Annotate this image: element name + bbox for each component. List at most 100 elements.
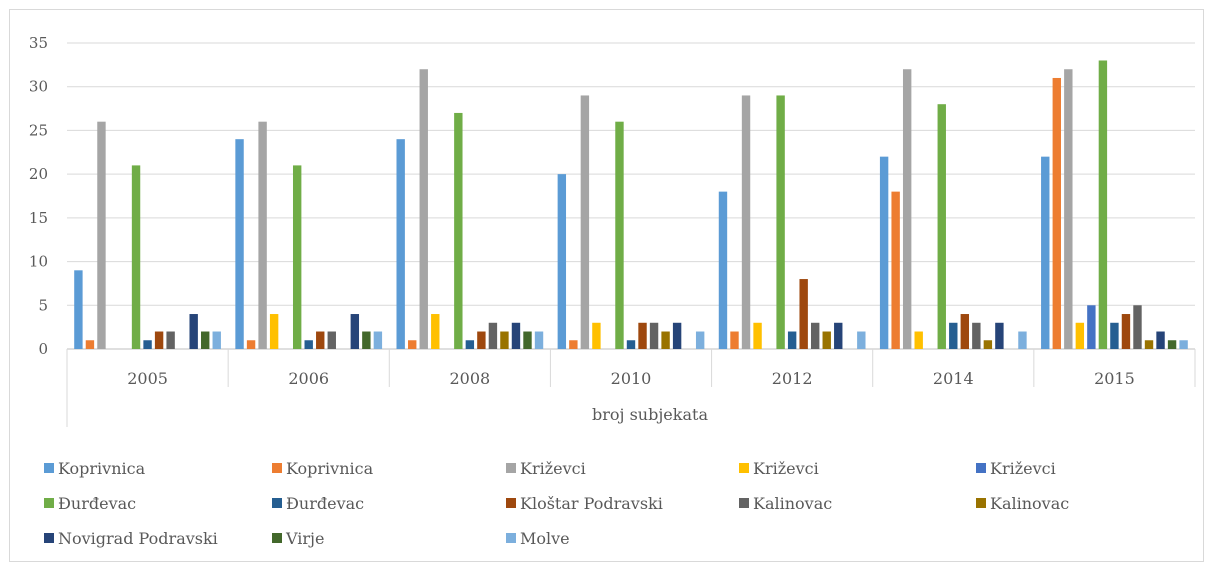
legend-swatch bbox=[272, 498, 282, 508]
legend-label: Đurđevac bbox=[58, 494, 136, 513]
bar bbox=[431, 314, 439, 349]
bar bbox=[316, 332, 324, 349]
legend-swatch bbox=[506, 498, 516, 508]
x-tick-label: 2008 bbox=[449, 369, 490, 388]
legend-label: Novigrad Podravski bbox=[58, 529, 218, 548]
bar bbox=[834, 323, 842, 349]
bar bbox=[1110, 323, 1118, 349]
x-tick-label: 2010 bbox=[611, 369, 652, 388]
bar bbox=[1041, 157, 1049, 349]
bar bbox=[489, 323, 497, 349]
bar bbox=[305, 340, 313, 349]
legend-swatch bbox=[506, 533, 516, 543]
bar bbox=[396, 139, 404, 349]
legend-label: Kalinovac bbox=[753, 494, 832, 513]
y-tick-label: 10 bbox=[29, 253, 48, 271]
bar bbox=[776, 95, 784, 349]
bar bbox=[753, 323, 761, 349]
bar bbox=[984, 340, 992, 349]
bar bbox=[1179, 340, 1187, 349]
legend-swatch bbox=[44, 463, 54, 473]
legend-swatch bbox=[44, 498, 54, 508]
bar bbox=[1064, 69, 1072, 349]
legend-swatch bbox=[272, 463, 282, 473]
legend-label: Virje bbox=[285, 529, 324, 548]
legend-label: Kalinovac bbox=[990, 494, 1069, 513]
bar bbox=[500, 332, 508, 349]
bar bbox=[592, 323, 600, 349]
bar bbox=[155, 332, 163, 349]
legend-label: Križevci bbox=[520, 459, 586, 478]
bar bbox=[1018, 332, 1026, 349]
bar bbox=[362, 332, 370, 349]
bar bbox=[1099, 60, 1107, 349]
bar bbox=[454, 113, 462, 349]
x-tick-label: 2015 bbox=[1094, 369, 1135, 388]
bar bbox=[189, 314, 197, 349]
bar bbox=[270, 314, 278, 349]
legend-label: Kloštar Podravski bbox=[520, 494, 663, 513]
bar bbox=[477, 332, 485, 349]
x-axis-title: broj subjekata bbox=[592, 405, 708, 424]
bar bbox=[615, 122, 623, 349]
legend-swatch bbox=[739, 463, 749, 473]
legend-swatch bbox=[44, 533, 54, 543]
legend-swatch bbox=[976, 498, 986, 508]
bar bbox=[143, 340, 151, 349]
bar bbox=[673, 323, 681, 349]
bar bbox=[166, 332, 174, 349]
bar bbox=[995, 323, 1003, 349]
bar bbox=[293, 165, 301, 349]
bar bbox=[1076, 323, 1084, 349]
bar bbox=[558, 174, 566, 349]
bar bbox=[1156, 332, 1164, 349]
bar bbox=[247, 340, 255, 349]
bar bbox=[1122, 314, 1130, 349]
bar bbox=[938, 104, 946, 349]
bar bbox=[961, 314, 969, 349]
bar bbox=[650, 323, 658, 349]
bar bbox=[730, 332, 738, 349]
bar-chart: 0 5 10 15 20 25 30 35 2005 2006 2008 2010 2012 2014 20… bbox=[10, 10, 1203, 561]
bar bbox=[1133, 305, 1141, 349]
bar bbox=[97, 122, 105, 349]
legend-label: Križevci bbox=[990, 459, 1056, 478]
bar bbox=[742, 95, 750, 349]
bar bbox=[788, 332, 796, 349]
y-tick-label: 35 bbox=[29, 34, 48, 52]
legend-label: Molve bbox=[520, 529, 570, 548]
bar bbox=[627, 340, 635, 349]
bar bbox=[903, 69, 911, 349]
bar bbox=[696, 332, 704, 349]
bar bbox=[799, 279, 807, 349]
y-tick-label: 15 bbox=[29, 209, 48, 227]
chart-frame: 0 5 10 15 20 25 30 35 2005 2006 2008 2010 2012 2014 20… bbox=[9, 9, 1204, 562]
bar bbox=[857, 332, 865, 349]
bar bbox=[523, 332, 531, 349]
x-tick-label: 2014 bbox=[933, 369, 974, 388]
legend-swatch bbox=[272, 533, 282, 543]
y-tick-label: 20 bbox=[29, 165, 48, 183]
bar bbox=[328, 332, 336, 349]
bar bbox=[420, 69, 428, 349]
bar bbox=[258, 122, 266, 349]
bar bbox=[1168, 340, 1176, 349]
bar bbox=[235, 139, 243, 349]
bar bbox=[638, 323, 646, 349]
y-tick-label: 25 bbox=[29, 121, 48, 139]
y-tick-label: 30 bbox=[29, 78, 48, 96]
legend-swatch bbox=[976, 463, 986, 473]
bar bbox=[891, 192, 899, 349]
bar bbox=[213, 332, 221, 349]
legend-label: Križevci bbox=[753, 459, 819, 478]
bar bbox=[512, 323, 520, 349]
y-tick-label: 0 bbox=[38, 340, 48, 358]
bar bbox=[581, 95, 589, 349]
bar bbox=[823, 332, 831, 349]
bar bbox=[132, 165, 140, 349]
bar bbox=[949, 323, 957, 349]
legend-label: Đurđevac bbox=[286, 494, 364, 513]
bar bbox=[1145, 340, 1153, 349]
bar bbox=[374, 332, 382, 349]
x-tick-label: 2006 bbox=[288, 369, 329, 388]
